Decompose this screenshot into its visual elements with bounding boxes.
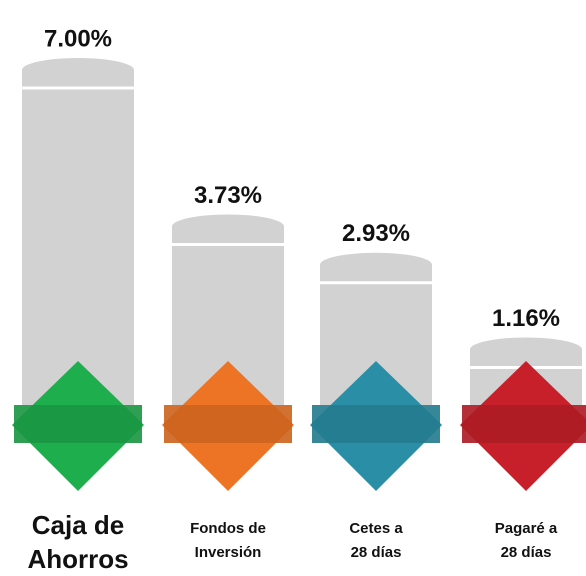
value-label: 3.73% [194,182,262,209]
value-label: 2.93% [342,220,410,247]
bar [22,58,134,405]
value-label: 1.16% [492,305,560,332]
category-label: Ahorros [27,544,128,574]
bar [172,214,284,405]
category-label: 28 días [351,544,402,561]
diamond [12,361,144,491]
diamond [460,361,586,491]
category-label: Caja de [32,510,125,540]
diamond [310,361,442,491]
diamond [162,361,294,491]
value-label: 7.00% [44,25,112,52]
band-shade [14,405,142,443]
category-label: Pagaré a [495,520,558,537]
band-shade [312,405,440,443]
category-label: 28 días [501,544,552,561]
category-label: Inversión [195,544,262,561]
category-label: Fondos de [190,520,266,537]
bar [320,252,432,405]
category-label: Cetes a [349,520,403,537]
band-shade [164,405,292,443]
band-shade [462,405,586,443]
